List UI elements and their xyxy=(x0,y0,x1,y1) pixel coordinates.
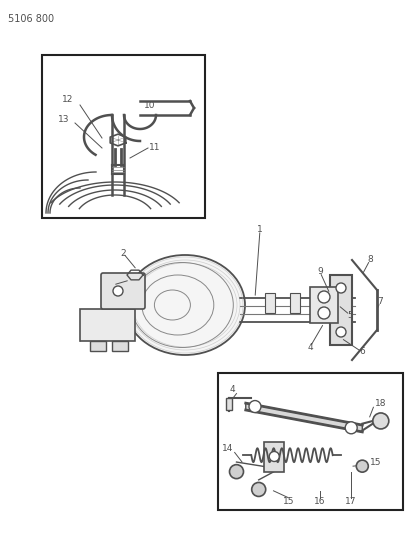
Text: 8: 8 xyxy=(367,255,373,264)
Text: 5: 5 xyxy=(347,311,353,319)
Circle shape xyxy=(318,291,330,303)
Circle shape xyxy=(373,413,389,429)
Ellipse shape xyxy=(125,255,245,355)
Text: 2: 2 xyxy=(120,248,126,257)
Circle shape xyxy=(113,286,123,296)
Bar xyxy=(90,341,106,351)
Text: 1: 1 xyxy=(257,225,263,235)
Text: 15: 15 xyxy=(283,497,294,506)
Text: 18: 18 xyxy=(375,399,386,408)
Bar xyxy=(42,55,205,218)
Circle shape xyxy=(269,451,279,462)
Circle shape xyxy=(318,307,330,319)
Text: 4: 4 xyxy=(307,343,313,351)
Circle shape xyxy=(229,465,244,479)
Text: 14: 14 xyxy=(222,444,233,453)
Bar xyxy=(310,287,338,323)
Bar xyxy=(218,373,403,510)
Text: 7: 7 xyxy=(377,297,383,306)
Text: 3: 3 xyxy=(110,280,116,289)
Circle shape xyxy=(336,283,346,293)
Circle shape xyxy=(356,460,368,472)
Text: 5106 800: 5106 800 xyxy=(8,14,54,24)
Text: 12: 12 xyxy=(62,95,74,104)
Text: 17: 17 xyxy=(346,497,357,506)
Text: 4: 4 xyxy=(230,385,235,394)
Bar xyxy=(226,398,232,410)
Circle shape xyxy=(252,482,266,496)
Text: 6: 6 xyxy=(359,348,365,357)
Bar xyxy=(290,293,300,313)
Circle shape xyxy=(345,422,357,434)
Circle shape xyxy=(249,401,261,413)
Text: 11: 11 xyxy=(149,143,161,152)
Bar xyxy=(264,441,284,472)
Bar xyxy=(80,309,135,341)
Text: 10: 10 xyxy=(144,101,156,109)
Text: 9: 9 xyxy=(317,268,323,277)
Text: 16: 16 xyxy=(314,497,326,506)
FancyBboxPatch shape xyxy=(101,273,145,309)
Polygon shape xyxy=(246,403,362,432)
Text: 13: 13 xyxy=(58,116,70,125)
Bar xyxy=(112,341,128,351)
Bar xyxy=(330,275,352,345)
Circle shape xyxy=(336,327,346,337)
Bar xyxy=(265,293,275,313)
Text: 15: 15 xyxy=(370,457,381,466)
